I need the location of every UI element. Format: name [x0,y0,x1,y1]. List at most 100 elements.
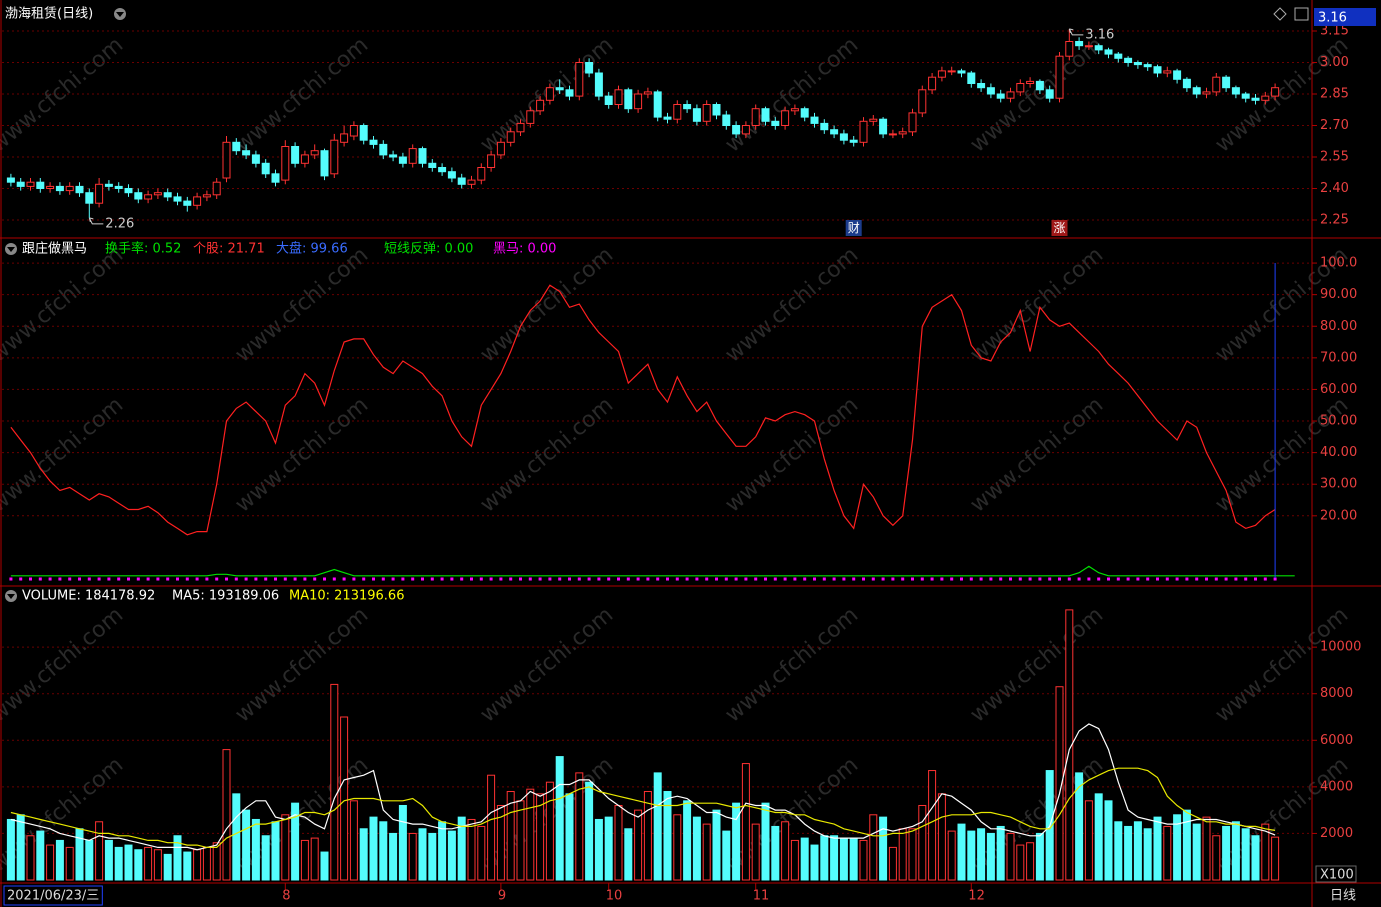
candle-body [1104,49,1113,55]
dot [460,577,464,581]
candle-body [702,104,711,122]
candle-body [114,185,123,189]
candle-body [144,194,153,200]
period-label[interactable]: 日线 [1330,889,1356,904]
candle-body [1192,87,1201,95]
y-tick-label: 2.85 [1320,87,1349,102]
dot [862,577,865,581]
dot [773,577,777,581]
dot [372,577,375,581]
dot [793,577,797,581]
dot [38,577,42,581]
volume-bar [1271,836,1280,881]
y-tick-label: 2.55 [1320,150,1349,165]
volume-bar [673,814,682,881]
volume-bar [310,837,319,881]
volume-bar [379,821,388,881]
dot [264,577,268,581]
candle-body [712,104,721,116]
event-label: 涨 [1053,220,1065,235]
legend-item: MA5: 193189.06 [172,589,279,604]
volume-bar [947,830,956,881]
candle-body [977,83,986,89]
dot [362,577,366,581]
candle-body [1075,41,1084,47]
volume-bar [457,816,466,881]
dot [205,577,209,581]
volume-bar [849,837,858,881]
annotation-label: 2.26 [105,216,134,231]
dot [293,577,297,581]
candle-body [163,192,172,198]
y-tick-label: 30.00 [1320,477,1357,492]
candle-body [447,171,456,179]
dot [1273,577,1277,581]
volume-bar [869,814,878,881]
volume-bar [928,770,937,881]
candle-body [496,141,505,156]
volume-bar [144,846,153,881]
candle-body [839,133,848,141]
dot [146,577,150,581]
candle-body [908,112,917,133]
dot [587,577,591,581]
dot [597,577,601,581]
dot [911,577,914,581]
volume-bar [163,853,172,881]
volume-bar [1261,823,1270,881]
volume-bar [496,804,505,881]
volume-bar [95,821,104,881]
volume-bar [986,832,995,881]
volume-bar [614,804,623,881]
window-icon[interactable] [1294,7,1309,21]
candle-body [800,108,809,118]
candle-body [1094,45,1103,51]
dot [254,577,258,581]
volume-bar [271,821,280,881]
indicator-line [10,284,1276,536]
candle-body [928,76,937,91]
dot [852,577,856,581]
candle-body [477,167,486,181]
draw-icon[interactable] [1273,7,1287,21]
dot [29,577,32,581]
y-tick-label: 3.15 [1320,24,1349,39]
candle-body [1271,87,1280,97]
dot [999,577,1003,581]
volume-bar [291,802,300,881]
candle-body [663,116,672,120]
dot [519,577,522,581]
volume-bar [741,763,750,881]
volume-bar [1075,772,1084,881]
dot [440,577,444,581]
candle-body [1084,45,1093,48]
candle-body [859,120,868,143]
y-tick-label: 6000 [1320,733,1353,748]
dot [1048,577,1052,581]
volume-bar [830,835,839,881]
dot [352,577,356,581]
y-tick-label: 2000 [1320,826,1353,841]
candle-body [506,131,515,143]
candle-body [85,192,94,204]
event-badge [1051,220,1068,236]
candle-body [251,154,260,164]
volume-bar [438,821,447,881]
volume-bar [1016,844,1025,881]
dot [881,577,885,581]
unit-box [1315,865,1357,883]
volume-bar [800,837,809,881]
volume-bar [516,800,525,881]
dot [1205,577,1208,581]
dot [1028,577,1032,581]
candle-body [457,177,466,185]
candle-body [1231,87,1240,95]
candle-body [1006,91,1015,99]
menu-icon-arrow [7,594,15,599]
dot [891,577,895,581]
volume-bar [702,823,711,881]
unit-label: X100 [1320,868,1354,883]
volume-bar [879,816,888,881]
candle-body [1173,70,1182,80]
